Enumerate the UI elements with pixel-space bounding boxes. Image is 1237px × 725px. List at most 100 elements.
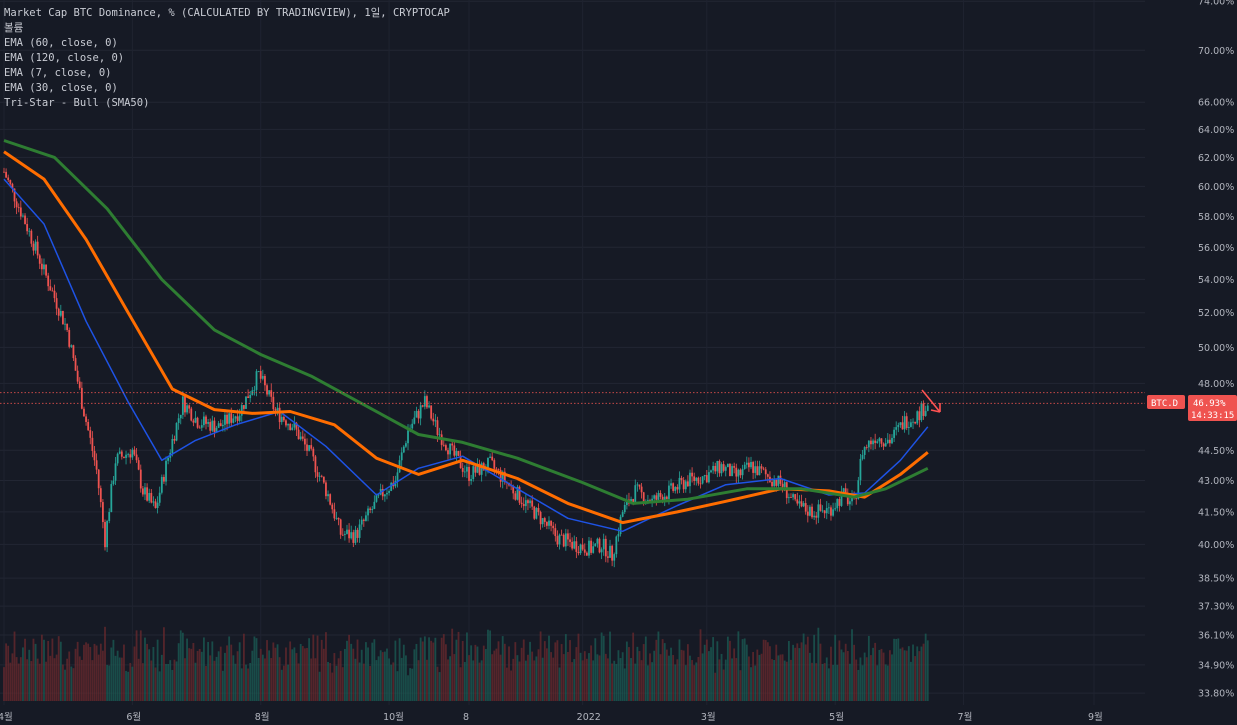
candle-body [112,480,115,485]
volume-bar [104,626,106,701]
candle-body [846,493,849,505]
candle-body [659,492,662,497]
volume-bar [548,635,550,701]
volume-bar [602,635,605,701]
volume-bar [379,650,382,701]
volume-bar [708,651,710,701]
volume-bar [285,647,287,701]
volume-bar [62,664,64,701]
volume-bar [99,643,102,701]
volume-bar [95,645,98,701]
candle-body [863,447,866,455]
candle-body [36,241,39,256]
candle-body [38,255,41,264]
volume-bar [327,661,329,701]
candle-body [726,463,729,468]
volume-bar [579,652,582,701]
down-arrow-icon [921,389,941,413]
candle-body [55,298,58,309]
legend-ema-60[interactable]: EMA (60, close, 0) [4,37,118,49]
legend-ema-7[interactable]: EMA (7, close, 0) [4,67,112,79]
volume-bar [426,659,428,701]
candle-body [293,422,296,428]
volume-bar [116,650,119,701]
volume-bar [209,655,212,701]
candle-body [360,519,363,525]
volume-bar [865,657,868,701]
candle-body [720,464,723,474]
candle-body [108,512,111,521]
candle-body [137,460,140,470]
volume-bar [419,637,422,701]
volume-bar [190,648,193,701]
volume-bar [83,644,85,701]
volume-bar [93,643,96,701]
candle-body [282,416,285,421]
candle-body [548,520,550,526]
candle-body [11,183,14,189]
candle-body [592,546,595,553]
price-axis[interactable]: 74.00% 70.00% 66.00% 64.00% 62.00% 60.00% 58.0… [1198,0,1234,700]
candle-body [569,539,571,542]
legend-ema-30[interactable]: EMA (30, close, 0) [4,82,118,94]
volume-bar [640,660,643,701]
candle-body [520,502,523,504]
volume-bar [5,643,8,701]
candle-body [234,416,237,419]
volume-bar [228,636,231,701]
volume-bar [497,641,500,701]
volume-bar [644,636,647,701]
volume-bar [310,658,313,701]
candle-body [804,503,807,512]
volume-bar [325,632,327,701]
candle-body [5,171,8,178]
candle-body [203,416,205,426]
candle-body [59,310,62,316]
volume-bar [516,655,519,701]
candle-body [85,416,87,422]
candle-body [491,456,494,461]
candle-body [165,460,167,482]
candle-body [699,483,702,485]
candle-body [156,502,159,509]
legend-title[interactable]: Market Cap BTC Dominance, % (CALCULATED … [4,7,450,19]
volume-bar [815,663,818,701]
volume-bar [247,668,249,701]
legend-tri-star[interactable]: Tri-Star - Bull (SMA50) [4,97,150,109]
candle-body [40,263,43,270]
volume-bar [562,654,565,701]
y-tick-label: 33.80% [1198,689,1234,700]
volume-bar [198,649,201,701]
y-tick-label: 34.90% [1198,660,1234,671]
volume-bar [878,649,881,701]
legend-volume[interactable]: 볼륨 [4,22,24,34]
volume-bar [907,646,910,701]
candle-body [205,416,207,424]
volume-bar [89,647,92,701]
volume-bar [453,654,456,701]
candle-body [771,481,773,487]
volume-bar [3,667,5,701]
volume-bar [171,669,174,701]
candle-body [922,403,925,416]
candle-body [920,403,923,421]
volume-bar [371,642,374,701]
candle-body [444,445,447,451]
volume-bar [192,642,195,701]
candle-body [670,483,672,486]
candle-body [918,411,921,421]
volume-bar [70,666,73,701]
volume-bar [312,634,315,701]
candle-body [577,551,580,554]
volume-bar [560,644,563,701]
volume-bar [501,636,504,701]
volume-bar [318,671,321,701]
volume-bar [482,645,485,701]
candle-body [766,474,769,477]
time-axis[interactable]: 4월 6월 8월 10월 8 2022 3월 5월 7월 9월 [0,711,1103,723]
candle-body [825,508,828,514]
volume-bar [261,654,264,701]
last-price-badge: BTC.D 46.93% 14:33:15 [1147,395,1237,421]
legend-ema-120[interactable]: EMA (120, close, 0) [4,52,125,64]
